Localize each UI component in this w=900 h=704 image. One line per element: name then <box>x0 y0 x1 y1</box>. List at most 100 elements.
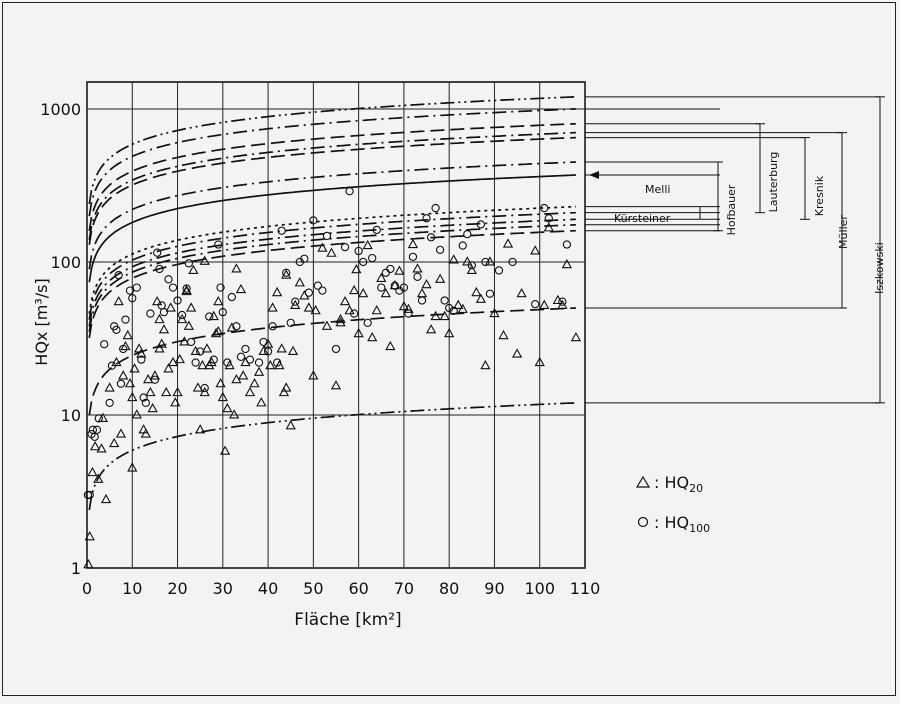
hq20-point <box>210 327 222 338</box>
hq20-point <box>276 343 287 353</box>
legend-hq100-prefix: : <box>654 513 664 532</box>
hq20-point <box>154 313 165 324</box>
hq100-point <box>354 246 363 256</box>
hq100-point <box>146 309 155 318</box>
hq20-point <box>244 386 256 397</box>
legend-hq20-text: HQ <box>664 473 689 492</box>
hq100-point <box>112 325 121 335</box>
hq20-point <box>253 366 265 376</box>
hq100-point <box>100 340 109 349</box>
hq20-point <box>552 294 563 305</box>
hq20-point <box>394 265 405 275</box>
hq20-point <box>97 412 108 422</box>
hq20-point <box>480 359 491 370</box>
hq20-point <box>344 305 355 315</box>
hq100-point <box>413 272 422 281</box>
hq100-point <box>313 281 323 290</box>
hq100-point <box>458 241 467 250</box>
hq20-point <box>213 325 224 336</box>
x-axis-label: Fläche [km²] <box>294 610 401 630</box>
y-tick-label: 1000 <box>40 100 81 119</box>
hq100-point <box>191 358 200 367</box>
hq100-point <box>254 358 264 367</box>
formula-curve <box>88 307 576 416</box>
hq20-point <box>133 343 145 353</box>
hq100-point <box>85 490 94 500</box>
hq100-point <box>562 240 572 249</box>
hq100-point <box>223 358 232 367</box>
x-tick-label: 60 <box>348 579 368 598</box>
hq100-point <box>216 283 225 292</box>
hq20-point <box>453 299 464 309</box>
hq100-point <box>263 347 273 356</box>
hq20-point <box>348 284 360 295</box>
hq100-point <box>232 322 241 331</box>
hq20-point <box>161 386 172 397</box>
hq100-point <box>114 271 123 280</box>
hq20-point <box>170 397 181 407</box>
hq100-point <box>345 187 354 196</box>
hq100-point <box>205 312 214 321</box>
hq20-point <box>326 247 337 257</box>
hq20-point <box>195 424 206 434</box>
hq100-point <box>377 283 386 292</box>
x-tick-label: 80 <box>439 579 459 598</box>
formula-curve <box>88 95 576 205</box>
hq20-point <box>407 238 419 249</box>
hq20-point <box>471 286 482 297</box>
hq20-point <box>215 378 226 388</box>
hq100-point <box>209 355 218 364</box>
hq20-point <box>258 345 269 356</box>
hq100-point <box>485 289 495 298</box>
hq20-point <box>190 345 201 356</box>
melli-label: Melli <box>645 183 670 196</box>
hq100-point <box>363 318 372 328</box>
x-tick-label: 30 <box>213 579 233 598</box>
hq100-point <box>186 337 196 347</box>
hq20-point <box>131 409 142 419</box>
legend: : HQ20 : HQ100 <box>635 473 710 535</box>
hq20-point <box>129 363 140 373</box>
hq100-point <box>150 375 160 384</box>
hq100-point <box>322 231 332 241</box>
hq20-point <box>294 277 305 287</box>
hq20-point <box>281 382 292 392</box>
hq20-point <box>385 340 396 351</box>
hq20-point <box>281 269 292 279</box>
hq20-point <box>353 327 364 338</box>
hq100-point <box>331 344 341 354</box>
hq100-point <box>359 257 368 267</box>
hq100-point <box>121 315 130 324</box>
hq100-point <box>368 253 377 263</box>
hq20-point <box>335 313 346 324</box>
hq100-point <box>440 296 449 305</box>
hq100-point <box>408 252 418 261</box>
hq20-point <box>96 443 107 453</box>
figure-frame <box>2 2 896 696</box>
formula-curve <box>88 161 576 270</box>
hq100-point <box>282 268 291 277</box>
formula-curve <box>88 205 576 314</box>
hq20-point <box>412 263 423 273</box>
hq20-point <box>167 356 179 367</box>
hq100-point <box>105 398 114 408</box>
hq20-point <box>265 359 276 370</box>
hq20-point <box>90 441 101 451</box>
hq100-point <box>494 266 504 275</box>
legend-hq20-sub: 20 <box>689 482 703 495</box>
hq100-point <box>128 294 137 303</box>
hq20-point <box>303 302 314 312</box>
hq100-point <box>119 344 128 354</box>
formula-curve <box>88 402 576 511</box>
hq20-point <box>213 295 224 306</box>
hq100-point <box>196 347 205 356</box>
hq20-point <box>231 263 242 273</box>
hq20-point <box>122 329 133 340</box>
hq20-point <box>489 307 500 318</box>
hq20-point <box>127 391 138 402</box>
hq100-point <box>272 358 282 367</box>
hq20-point <box>561 258 573 269</box>
hq20-point <box>176 313 188 324</box>
x-tick-label: 70 <box>394 579 414 598</box>
hq100-point <box>259 337 268 347</box>
